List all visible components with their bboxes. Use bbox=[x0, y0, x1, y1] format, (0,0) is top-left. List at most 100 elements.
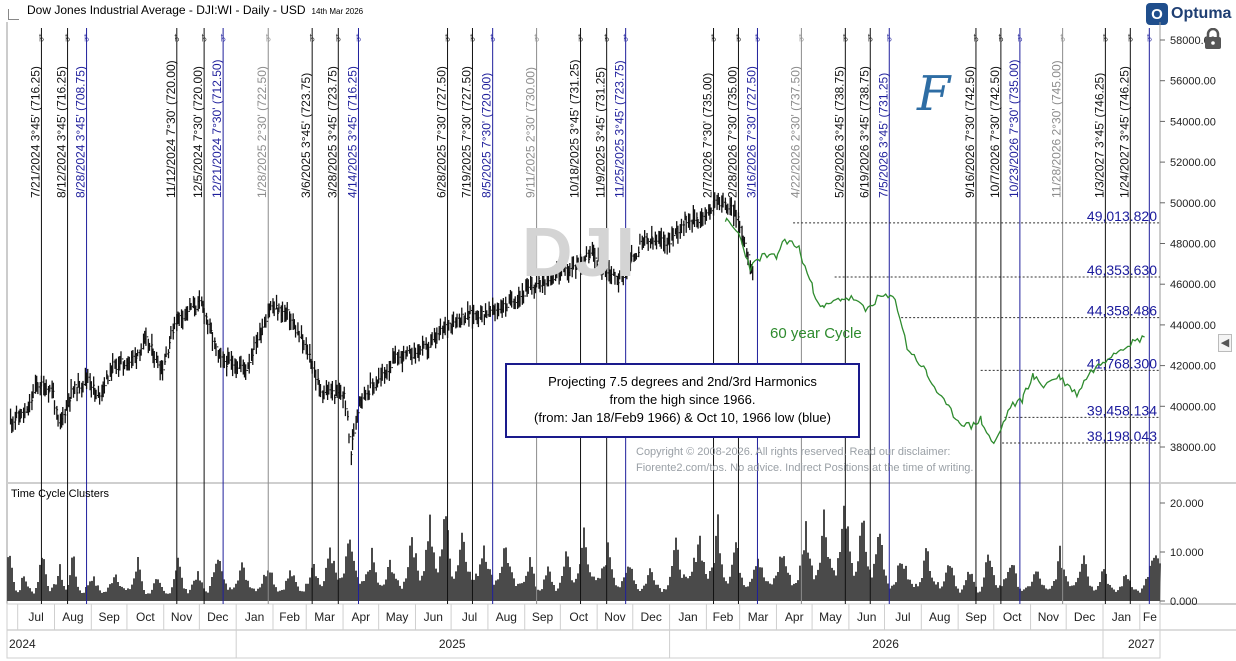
saturn-icon: ♄ bbox=[1057, 29, 1068, 45]
saturn-icon: ♄ bbox=[884, 29, 895, 45]
y-tick-label: 46000.00 bbox=[1170, 279, 1216, 291]
month-label: Jun bbox=[424, 610, 443, 624]
level-label: 39,458.134 bbox=[1087, 402, 1157, 418]
month-label: Fe bbox=[1143, 610, 1157, 624]
month-label: Jul bbox=[895, 610, 910, 624]
cycle-date-label: 8/5/2025 7°30' (720.00) bbox=[480, 73, 494, 198]
collapse-panel-icon[interactable]: ◀ bbox=[1218, 334, 1232, 352]
saturn-icon: ♄ bbox=[353, 29, 364, 45]
chart-corner-icon bbox=[8, 9, 19, 20]
saturn-icon: ♄ bbox=[575, 29, 586, 45]
saturn-icon: ♄ bbox=[218, 29, 229, 45]
symbol-watermark: DJI bbox=[522, 213, 637, 291]
saturn-icon: ♄ bbox=[752, 29, 763, 45]
month-label: Dec bbox=[1074, 610, 1095, 624]
annotation-line: from the high since 1966. bbox=[609, 392, 756, 407]
copyright-notice: Copyright © 2008-2026. All rights reserv… bbox=[636, 444, 973, 476]
y-tick-label: 48000.00 bbox=[1170, 239, 1216, 251]
saturn-icon: ♄ bbox=[971, 29, 982, 45]
saturn-icon: ♄ bbox=[307, 29, 318, 45]
x-axis-frame bbox=[6, 603, 1161, 659]
saturn-icon: ♄ bbox=[840, 29, 851, 45]
month-label: Nov bbox=[604, 610, 625, 624]
saturn-icon: ♄ bbox=[796, 29, 807, 45]
fiorente-logo: F bbox=[917, 66, 951, 122]
saturn-icon: ♄ bbox=[467, 29, 478, 45]
cycle-date-label: 9/16/2026 7°30' (742.50) bbox=[963, 66, 977, 198]
saturn-icon: ♄ bbox=[442, 29, 453, 45]
cycle-date-label: 4/14/2025 3°45' (716.25) bbox=[345, 66, 359, 198]
month-label: Oct bbox=[1003, 610, 1022, 624]
month-label: Feb bbox=[279, 610, 300, 624]
cycle-date-label: 2/28/2026 7°30' (735.00) bbox=[725, 66, 739, 198]
cycle-date-label: 10/18/2025 3°45' (731.25) bbox=[568, 59, 582, 198]
y-tick-label: 38000.00 bbox=[1170, 442, 1216, 454]
cycle-date-label: 6/28/2025 7°30' (727.50) bbox=[435, 66, 449, 198]
saturn-icon: ♄ bbox=[36, 29, 47, 45]
y-tick-label: 42000.00 bbox=[1170, 361, 1216, 373]
month-label: May bbox=[386, 610, 409, 624]
annotation-box: Projecting 7.5 degrees and 2nd/3rd Harmo… bbox=[505, 363, 860, 438]
level-label: 44,358.486 bbox=[1087, 303, 1157, 319]
month-label: Nov bbox=[1038, 610, 1059, 624]
cycle-date-label: 3/28/2025 3°45' (723.75) bbox=[325, 66, 339, 198]
month-label: Apr bbox=[352, 610, 371, 624]
annotation-line: (from: Jan 18/Feb9 1966) & Oct 10, 1966 … bbox=[534, 410, 831, 425]
cycle-date-label: 4/22/2026 2°30' (737.50) bbox=[788, 66, 802, 198]
month-label: Jan bbox=[1112, 610, 1131, 624]
cycle-date-label: 5/29/2026 3°45' (738.75) bbox=[832, 66, 846, 198]
annotation-line: Projecting 7.5 degrees and 2nd/3rd Harmo… bbox=[548, 374, 817, 389]
cluster-y-tick-label: 0.000 bbox=[1170, 596, 1198, 608]
level-label: 38,198.043 bbox=[1087, 428, 1157, 444]
cycle-date-label: 8/12/2024 3°45' (716.25) bbox=[55, 66, 69, 198]
cycle-date-label: 1/24/2027 3°45' (746.25) bbox=[1117, 66, 1131, 198]
month-label: Mar bbox=[748, 610, 769, 624]
saturn-icon: ♄ bbox=[1125, 29, 1136, 45]
y-tick-label: 50000.00 bbox=[1170, 198, 1216, 210]
optuma-logo: O Optuma bbox=[1146, 2, 1236, 26]
chart-date: 14th Mar 2026 bbox=[311, 7, 364, 16]
month-label: Feb bbox=[713, 610, 734, 624]
cycle-date-label: 10/23/2026 7°30' (735.00) bbox=[1007, 59, 1021, 198]
month-label: Dec bbox=[207, 610, 228, 624]
year-label: 2027 bbox=[1128, 637, 1155, 651]
month-label: Jan bbox=[245, 610, 264, 624]
saturn-icon: ♄ bbox=[1100, 29, 1111, 45]
level-label: 41,768.300 bbox=[1087, 355, 1157, 371]
month-label: Aug bbox=[496, 610, 517, 624]
month-label: Jul bbox=[462, 610, 477, 624]
cycle-date-label: 12/21/2024 7°30' (712.50) bbox=[210, 59, 224, 198]
month-label: May bbox=[819, 610, 842, 624]
saturn-icon: ♄ bbox=[62, 29, 73, 45]
saturn-icon: ♄ bbox=[1015, 29, 1026, 45]
saturn-icon: ♄ bbox=[865, 29, 876, 45]
saturn-icon: ♄ bbox=[333, 29, 344, 45]
cycle-date-label: 12/5/2024 7°30' (720.00) bbox=[191, 66, 205, 198]
month-label: Dec bbox=[641, 610, 662, 624]
saturn-icon: ♄ bbox=[81, 29, 92, 45]
cluster-histogram bbox=[7, 505, 1161, 601]
chart-title: Dow Jones Industrial Average - DJI:WI - … bbox=[27, 3, 363, 17]
month-label: Oct bbox=[569, 610, 588, 624]
cycle-date-label: 3/16/2026 7°30' (727.50) bbox=[744, 66, 758, 198]
y-tick-label: 56000.00 bbox=[1170, 76, 1216, 88]
price-series bbox=[9, 192, 754, 466]
cluster-y-tick-label: 10.000 bbox=[1170, 547, 1204, 559]
y-tick-label: 52000.00 bbox=[1170, 157, 1216, 169]
cycle-date-label: 3/6/2025 3°45' (723.75) bbox=[299, 73, 313, 198]
subpanel-title: Time Cycle Clusters bbox=[11, 488, 109, 500]
month-label: Mar bbox=[314, 610, 335, 624]
month-label: Aug bbox=[62, 610, 83, 624]
cycle-date-label: 1/28/2025 2°30' (722.50) bbox=[255, 66, 269, 198]
cycle-date-label: 6/19/2026 3°45' (738.75) bbox=[857, 66, 871, 198]
cycle-date-label: 7/5/2026 3°45' (731.25) bbox=[876, 73, 890, 198]
lock-icon[interactable] bbox=[1202, 28, 1224, 50]
y-tick-label: 54000.00 bbox=[1170, 116, 1216, 128]
cycle-date-label: 11/28/2026 2°30' (745.00) bbox=[1050, 60, 1064, 198]
month-label: Nov bbox=[171, 610, 192, 624]
cycle-date-label: 8/28/2024 3°45' (708.75) bbox=[74, 66, 88, 198]
saturn-icon: ♄ bbox=[263, 29, 274, 45]
saturn-icon: ♄ bbox=[733, 29, 744, 45]
